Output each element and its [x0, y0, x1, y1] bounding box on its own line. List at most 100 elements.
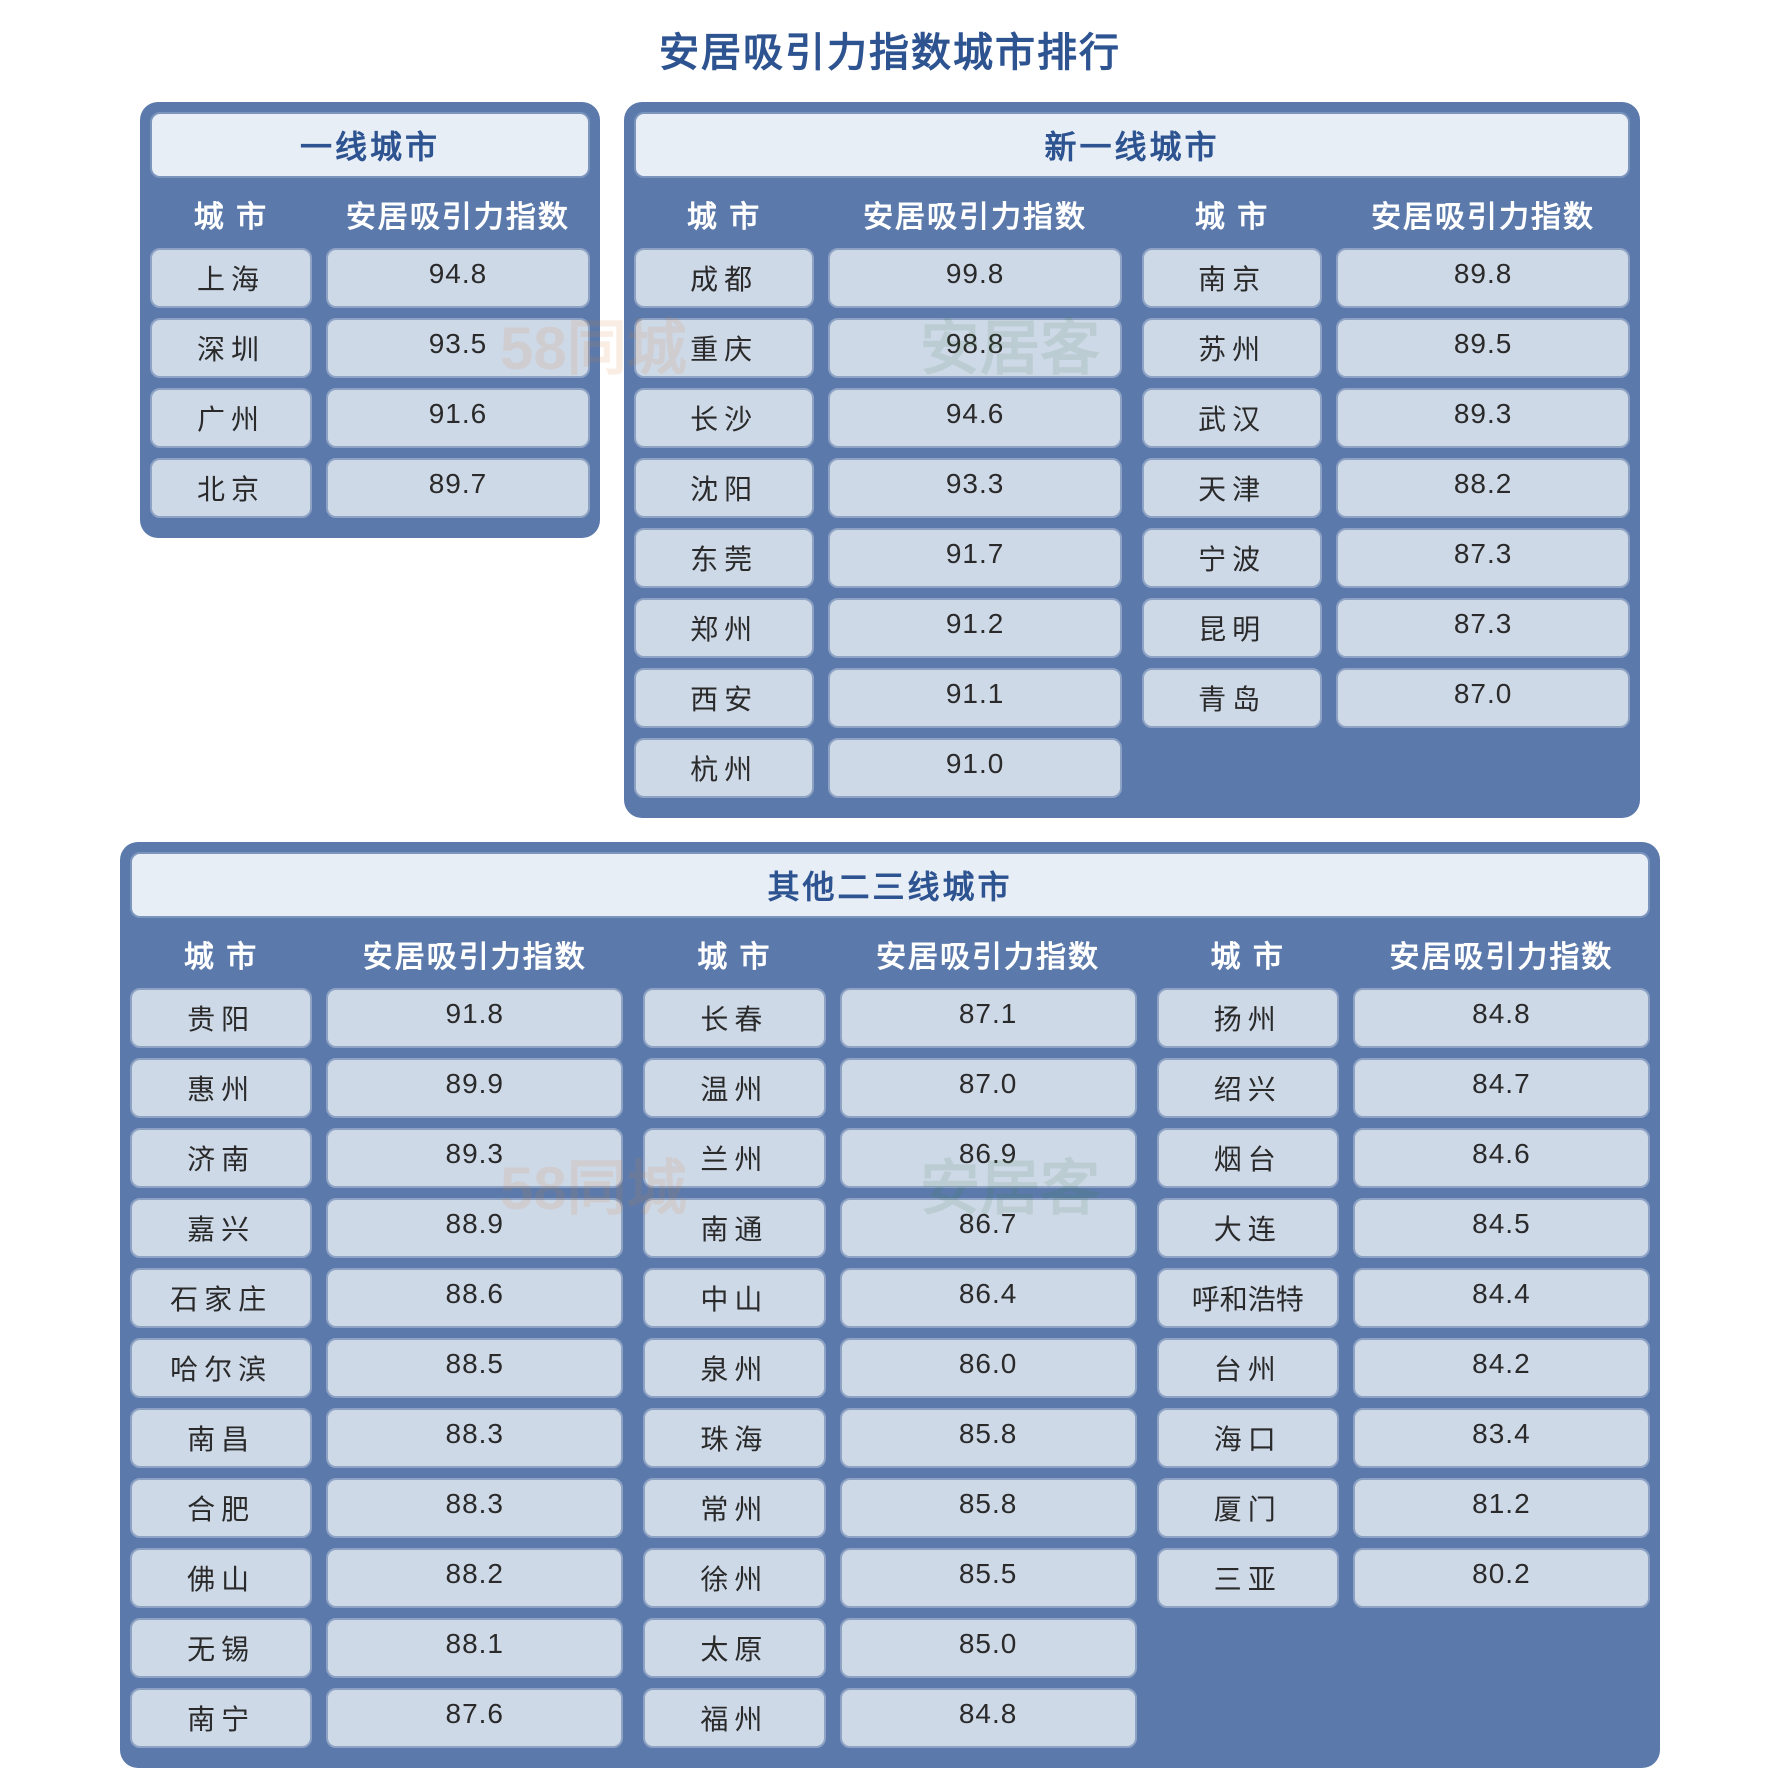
cell-index: 89.9: [326, 1058, 623, 1118]
table-row: 无锡88.1: [130, 1618, 623, 1678]
table-row: 贵阳91.8: [130, 988, 623, 1048]
cell-city: 惠州: [130, 1058, 312, 1118]
cell-index: 91.8: [326, 988, 623, 1048]
cell-city: 扬州: [1157, 988, 1339, 1048]
cell-index: 85.0: [840, 1618, 1137, 1678]
cell-city: 兰州: [643, 1128, 825, 1188]
column-headers: 城 市安居吸引力指数: [643, 928, 1136, 980]
table-row: 扬州84.8: [1157, 988, 1650, 1048]
cell-city: 南京: [1142, 248, 1322, 308]
cell-city: 武汉: [1142, 388, 1322, 448]
header-index: 安居吸引力指数: [828, 188, 1122, 240]
table-row: 济南89.3: [130, 1128, 623, 1188]
table-row: 绍兴84.7: [1157, 1058, 1650, 1118]
table-row: 宁波87.3: [1142, 528, 1630, 588]
cell-city: 三亚: [1157, 1548, 1339, 1608]
table-row: 大连84.5: [1157, 1198, 1650, 1258]
table-row: 太原85.0: [643, 1618, 1136, 1678]
cell-index: 85.5: [840, 1548, 1137, 1608]
table-row: 烟台84.6: [1157, 1128, 1650, 1188]
table-row: 常州85.8: [643, 1478, 1136, 1538]
table-row: 嘉兴88.9: [130, 1198, 623, 1258]
table-row: 上海94.8: [150, 248, 590, 308]
columns-wrap: 城 市安居吸引力指数贵阳91.8惠州89.9济南89.3嘉兴88.9石家庄88.…: [130, 928, 1650, 1758]
cell-city: 广州: [150, 388, 312, 448]
column-headers: 城 市安居吸引力指数: [150, 188, 590, 240]
cell-index: 89.7: [326, 458, 590, 518]
cell-index: 87.0: [840, 1058, 1137, 1118]
cell-index: 91.0: [828, 738, 1122, 798]
header-city: 城 市: [150, 188, 312, 240]
column-headers: 城 市安居吸引力指数: [1142, 188, 1630, 240]
cell-city: 呼和浩特: [1157, 1268, 1339, 1328]
cell-index: 89.3: [1336, 388, 1630, 448]
cell-index: 84.8: [1353, 988, 1650, 1048]
cell-index: 86.0: [840, 1338, 1137, 1398]
cell-index: 86.9: [840, 1128, 1137, 1188]
cell-index: 88.3: [326, 1478, 623, 1538]
header-city: 城 市: [1157, 928, 1339, 980]
data-column: 城 市安居吸引力指数南京89.8苏州89.5武汉89.3天津88.2宁波87.3…: [1142, 188, 1630, 808]
panel-title: 新一线城市: [634, 112, 1630, 178]
cell-city: 温州: [643, 1058, 825, 1118]
cell-city: 石家庄: [130, 1268, 312, 1328]
cell-index: 88.2: [1336, 458, 1630, 518]
table-row: 温州87.0: [643, 1058, 1136, 1118]
page-container: 安居吸引力指数城市排行 一线城市城 市安居吸引力指数上海94.8深圳93.5广州…: [20, 20, 1760, 1768]
columns-wrap: 城 市安居吸引力指数成都99.8重庆98.8长沙94.6沈阳93.3东莞91.7…: [634, 188, 1630, 808]
cell-city: 郑州: [634, 598, 814, 658]
cell-city: 宁波: [1142, 528, 1322, 588]
cell-city: 珠海: [643, 1408, 825, 1468]
cell-city: 合肥: [130, 1478, 312, 1538]
table-row: 青岛87.0: [1142, 668, 1630, 728]
table-row: 苏州89.5: [1142, 318, 1630, 378]
header-index: 安居吸引力指数: [1336, 188, 1630, 240]
cell-index: 98.8: [828, 318, 1122, 378]
cell-city: 佛山: [130, 1548, 312, 1608]
cell-index: 86.4: [840, 1268, 1137, 1328]
header-index: 安居吸引力指数: [326, 928, 623, 980]
cell-city: 台州: [1157, 1338, 1339, 1398]
table-row: 杭州91.0: [634, 738, 1122, 798]
cell-index: 88.6: [326, 1268, 623, 1328]
table-row: 武汉89.3: [1142, 388, 1630, 448]
cell-city: 泉州: [643, 1338, 825, 1398]
table-row: 兰州86.9: [643, 1128, 1136, 1188]
cell-index: 93.5: [326, 318, 590, 378]
cell-index: 84.2: [1353, 1338, 1650, 1398]
cell-city: 东莞: [634, 528, 814, 588]
table-row: 佛山88.2: [130, 1548, 623, 1608]
cell-index: 89.3: [326, 1128, 623, 1188]
data-column: 城 市安居吸引力指数上海94.8深圳93.5广州91.6北京89.7: [150, 188, 590, 528]
cell-index: 87.0: [1336, 668, 1630, 728]
cell-index: 88.9: [326, 1198, 623, 1258]
cell-city: 中山: [643, 1268, 825, 1328]
cell-index: 83.4: [1353, 1408, 1650, 1468]
cell-city: 北京: [150, 458, 312, 518]
cell-index: 88.2: [326, 1548, 623, 1608]
cell-city: 昆明: [1142, 598, 1322, 658]
table-row: 南通86.7: [643, 1198, 1136, 1258]
cell-city: 长春: [643, 988, 825, 1048]
cell-index: 91.2: [828, 598, 1122, 658]
panel-title: 其他二三线城市: [130, 852, 1650, 918]
cell-index: 91.7: [828, 528, 1122, 588]
cell-index: 84.4: [1353, 1268, 1650, 1328]
table-row: 郑州91.2: [634, 598, 1122, 658]
cell-index: 80.2: [1353, 1548, 1650, 1608]
cell-city: 重庆: [634, 318, 814, 378]
header-city: 城 市: [1142, 188, 1322, 240]
cell-index: 81.2: [1353, 1478, 1650, 1538]
cell-city: 南宁: [130, 1688, 312, 1748]
cell-city: 深圳: [150, 318, 312, 378]
panel-new-tier1: 新一线城市城 市安居吸引力指数成都99.8重庆98.8长沙94.6沈阳93.3东…: [624, 102, 1640, 818]
cell-city: 贵阳: [130, 988, 312, 1048]
data-column: 城 市安居吸引力指数成都99.8重庆98.8长沙94.6沈阳93.3东莞91.7…: [634, 188, 1122, 808]
table-row: 深圳93.5: [150, 318, 590, 378]
table-row: 珠海85.8: [643, 1408, 1136, 1468]
header-index: 安居吸引力指数: [326, 188, 590, 240]
cell-index: 91.6: [326, 388, 590, 448]
cell-index: 88.1: [326, 1618, 623, 1678]
table-row: 台州84.2: [1157, 1338, 1650, 1398]
header-city: 城 市: [634, 188, 814, 240]
